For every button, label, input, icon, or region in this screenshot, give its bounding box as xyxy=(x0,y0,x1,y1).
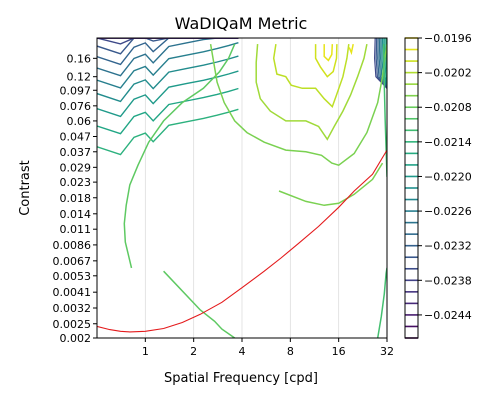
y-tick-label: 0.037 xyxy=(60,146,92,159)
y-tick-label: 0.0032 xyxy=(53,302,92,315)
colorbar-tick-label: −0.0208 xyxy=(424,101,472,114)
colorbar-tick-label: −0.0220 xyxy=(424,170,472,183)
y-axis-label: Contrast xyxy=(18,160,33,216)
colorbar-tick-label: −0.0214 xyxy=(424,136,472,149)
colorbar-tick-label: −0.0232 xyxy=(424,240,472,253)
colorbar-tick-label: −0.0244 xyxy=(424,309,472,322)
y-tick-label: 0.0086 xyxy=(53,239,92,252)
y-tick-label: 0.0053 xyxy=(53,270,92,283)
x-axis: 1 2 4 8 16 32 xyxy=(142,338,394,358)
colorbar-tick-label: −0.0202 xyxy=(424,67,472,80)
colorbar-tick-label: −0.0238 xyxy=(424,274,472,287)
chart-title: WaDIQaM Metric xyxy=(175,14,308,33)
x-axis-label: Spatial Frequency [cpd] xyxy=(164,371,318,386)
y-tick-label: 0.002 xyxy=(60,332,92,345)
y-tick-label: 0.0067 xyxy=(53,255,92,268)
y-tick-label: 0.076 xyxy=(60,100,92,113)
x-tick-label: 16 xyxy=(332,345,346,358)
y-tick-label: 0.047 xyxy=(60,131,92,144)
y-tick-label: 0.018 xyxy=(60,192,92,205)
y-tick-label: 0.097 xyxy=(60,84,92,97)
y-tick-label: 0.014 xyxy=(60,208,92,221)
x-tick-label: 4 xyxy=(239,345,246,358)
x-tick-label: 32 xyxy=(380,345,394,358)
x-tick-label: 2 xyxy=(190,345,197,358)
y-tick-label: 0.06 xyxy=(67,115,92,128)
y-tick-label: 0.12 xyxy=(67,71,92,84)
colorbar-tick-label: −0.0196 xyxy=(424,32,472,45)
y-tick-label: 0.16 xyxy=(67,52,92,65)
x-tick-label: 1 xyxy=(142,345,149,358)
colorbar: −0.0196 −0.0202 −0.0208 −0.0214 −0.0220 −0.02… xyxy=(405,32,472,338)
y-tick-label: 0.0025 xyxy=(53,318,92,331)
y-tick-label: 0.023 xyxy=(60,176,92,189)
x-tick-label: 8 xyxy=(287,345,294,358)
colorbar-tick-label: −0.0226 xyxy=(424,205,472,218)
y-tick-label: 0.029 xyxy=(60,161,92,174)
y-tick-label: 0.011 xyxy=(60,223,92,236)
y-tick-label: 0.0041 xyxy=(53,286,92,299)
